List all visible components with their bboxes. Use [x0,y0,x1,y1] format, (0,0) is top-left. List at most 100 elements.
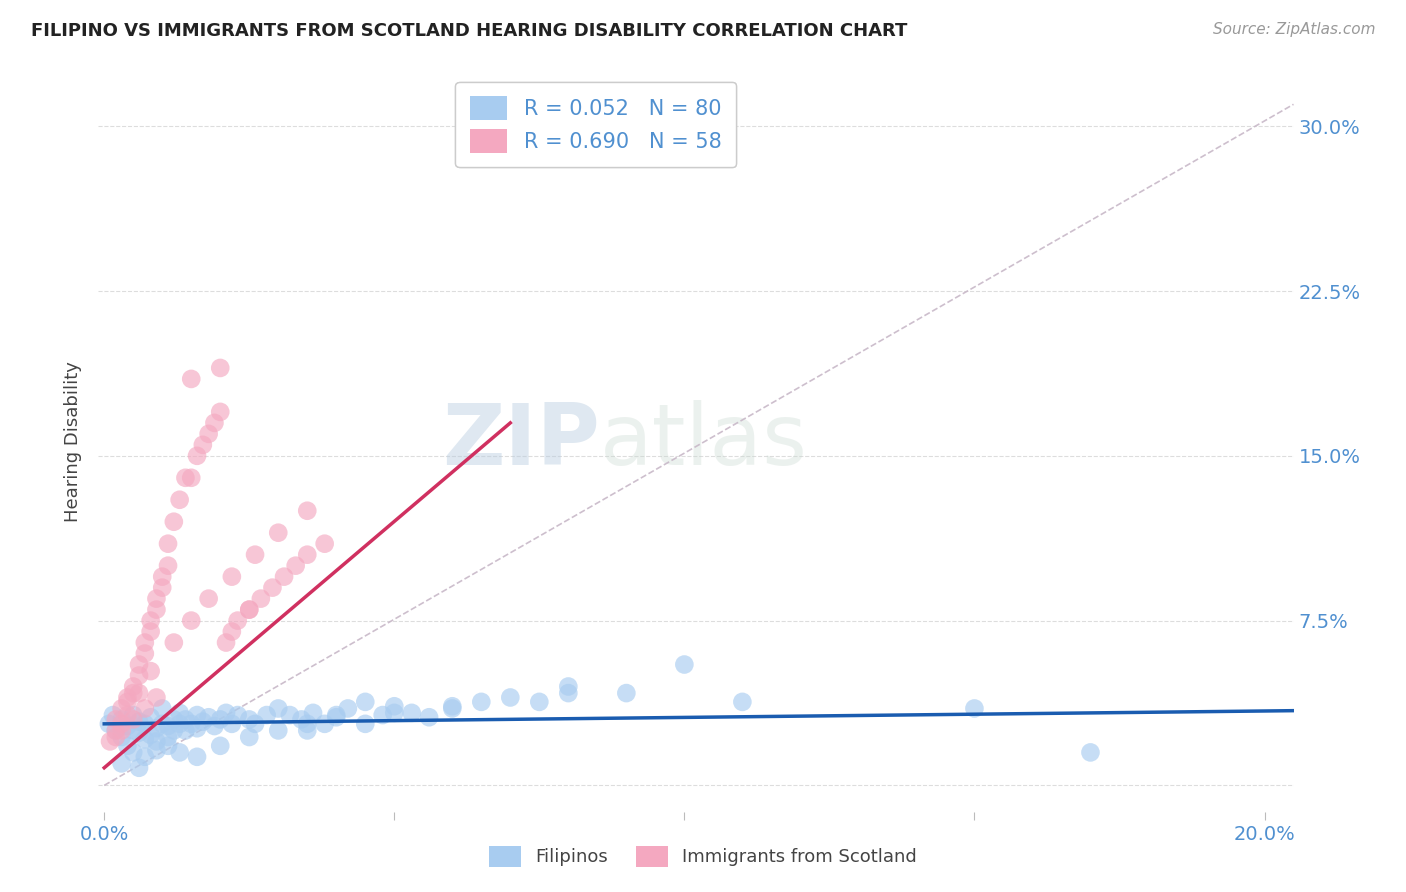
Point [290,713,312,727]
Point [204,416,226,430]
Point [441,701,464,715]
Point [673,657,696,672]
Point [174,713,197,727]
Point [297,716,319,731]
Point [209,739,232,753]
Point [238,602,260,616]
Point [209,360,232,375]
Point [226,614,249,628]
Point [278,708,301,723]
Y-axis label: Hearing Disability: Hearing Disability [65,361,83,522]
Point [238,602,260,616]
Point [139,664,162,678]
Point [122,713,145,727]
Point [117,708,139,723]
Point [180,372,202,386]
Point [250,591,273,606]
Point [139,710,162,724]
Point [145,690,167,705]
Point [104,723,127,738]
Point [128,714,150,729]
Point [169,492,191,507]
Point [111,713,134,727]
Point [354,695,377,709]
Point [401,706,423,720]
Point [382,706,405,720]
Legend: R = 0.052   N = 80, R = 0.690   N = 58: R = 0.052 N = 80, R = 0.690 N = 58 [456,82,737,168]
Text: FILIPINO VS IMMIGRANTS FROM SCOTLAND HEARING DISABILITY CORRELATION CHART: FILIPINO VS IMMIGRANTS FROM SCOTLAND HEA… [31,22,907,40]
Point [256,708,278,723]
Point [221,569,243,583]
Point [209,405,232,419]
Point [186,708,208,723]
Point [186,749,208,764]
Point [186,721,208,735]
Point [371,708,394,723]
Point [314,537,336,551]
Point [117,719,139,733]
Point [145,721,167,735]
Point [111,701,134,715]
Text: ZIP: ZIP [443,400,600,483]
Point [197,710,219,724]
Point [243,716,266,731]
Point [104,723,127,738]
Point [180,614,202,628]
Point [273,569,295,583]
Text: atlas: atlas [600,400,808,483]
Point [1080,746,1102,760]
Point [191,438,214,452]
Point [128,725,150,739]
Point [150,581,173,595]
Point [134,749,156,764]
Point [128,668,150,682]
Point [180,716,202,731]
Point [169,706,191,720]
Point [267,723,290,738]
Point [470,695,492,709]
Point [238,730,260,744]
Point [157,739,180,753]
Point [101,708,124,723]
Point [186,449,208,463]
Point [134,635,156,649]
Point [731,695,754,709]
Point [204,719,226,733]
Point [354,716,377,731]
Point [197,426,219,441]
Point [297,723,319,738]
Point [150,716,173,731]
Point [221,624,243,639]
Point [98,734,121,748]
Point [238,713,260,727]
Point [191,714,214,729]
Point [325,708,347,723]
Point [128,761,150,775]
Point [111,730,134,744]
Point [197,591,219,606]
Point [215,706,238,720]
Point [134,647,156,661]
Point [297,504,319,518]
Point [97,716,120,731]
Point [314,716,336,731]
Point [145,591,167,606]
Point [529,695,551,709]
Point [163,635,186,649]
Point [111,723,134,738]
Point [157,537,180,551]
Point [243,548,266,562]
Point [122,686,145,700]
Point [297,548,319,562]
Point [122,708,145,723]
Point [163,713,186,727]
Point [117,690,139,705]
Point [284,558,307,573]
Point [157,558,180,573]
Point [180,471,202,485]
Point [139,614,162,628]
Point [336,701,359,715]
Point [174,471,197,485]
Point [557,686,579,700]
Point [111,756,134,771]
